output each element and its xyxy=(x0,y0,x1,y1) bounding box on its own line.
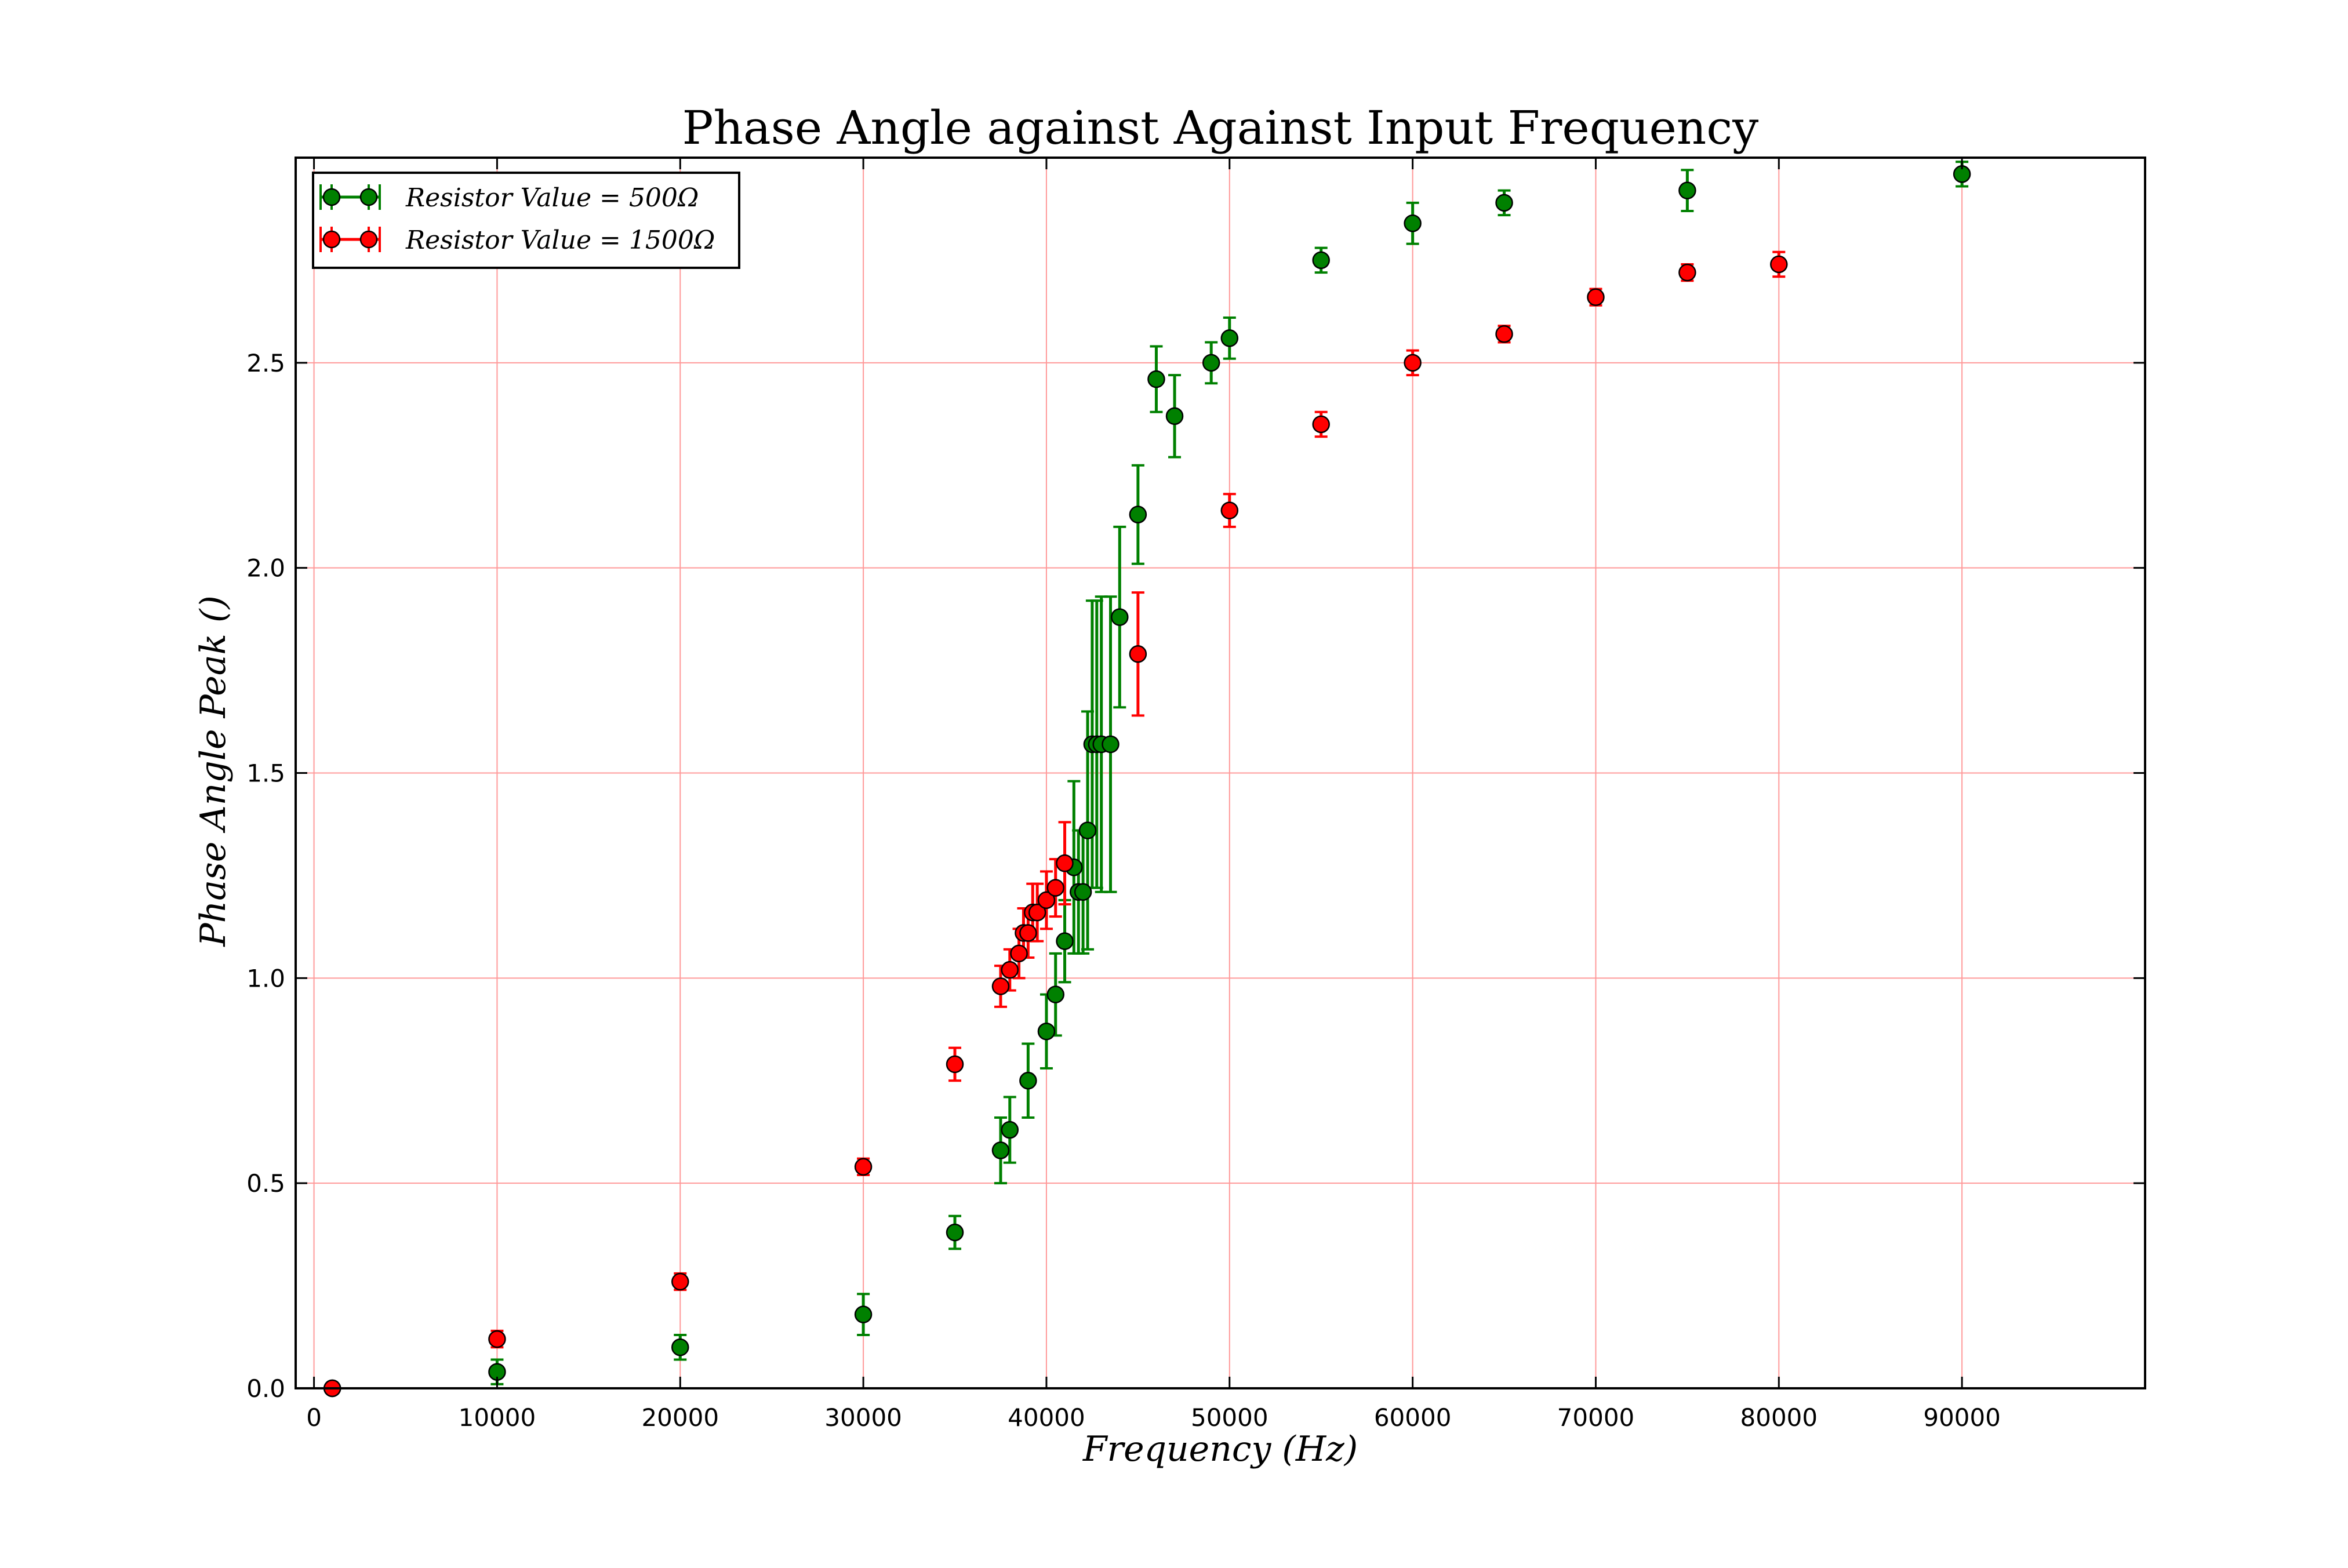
series-1500-point xyxy=(1312,415,1330,434)
series-1500-point xyxy=(1678,263,1696,282)
series-500-point xyxy=(946,1223,964,1242)
series-1500-point xyxy=(671,1272,689,1291)
legend-marker xyxy=(359,188,378,206)
series-1500-point xyxy=(488,1330,506,1348)
chart-title: Phase Angle against Against Input Freque… xyxy=(682,101,1759,155)
legend: Resistor Value = 500Ω Resistor Value = 15… xyxy=(312,172,740,269)
x-tick-label: 20000 xyxy=(641,1403,719,1432)
series-500-point xyxy=(1165,407,1184,425)
series-1500-point xyxy=(1010,944,1028,963)
series-1500-point xyxy=(1046,879,1064,897)
legend-box xyxy=(312,172,740,269)
series-1500-point xyxy=(1028,903,1046,922)
series-1500-point xyxy=(1495,325,1513,343)
x-tick-label: 50000 xyxy=(1191,1403,1268,1432)
series-500-point xyxy=(1056,932,1074,950)
series-1500-point xyxy=(1037,891,1056,909)
series-500-point xyxy=(1404,214,1422,232)
y-tick-label: 2.5 xyxy=(246,349,285,377)
series-1500-point xyxy=(1404,354,1422,372)
x-tick-label: 10000 xyxy=(459,1403,536,1432)
series-1500-point xyxy=(1056,854,1074,872)
series-500-point xyxy=(1312,251,1330,270)
series-500-point xyxy=(1220,329,1239,347)
series-500-point xyxy=(671,1338,689,1356)
series-1500-point xyxy=(991,977,1010,995)
legend-label: Resistor Value = 1500Ω xyxy=(405,225,715,255)
series-500-point xyxy=(1147,370,1165,388)
y-tick-label: 0.5 xyxy=(246,1169,285,1198)
series-500-point xyxy=(1111,608,1129,626)
series-500-point xyxy=(1046,985,1064,1003)
y-tick-label: 1.0 xyxy=(246,964,285,992)
x-tick-label: 0 xyxy=(306,1403,322,1432)
x-tick-label: 80000 xyxy=(1740,1403,1818,1432)
x-tick-label: 40000 xyxy=(1008,1403,1085,1432)
series-500-point xyxy=(1678,181,1696,199)
x-tick-label: 30000 xyxy=(824,1403,902,1432)
series-1500-point xyxy=(854,1158,873,1176)
series-1500-point xyxy=(1129,645,1147,663)
series-500-point xyxy=(991,1141,1010,1159)
x-axis-label: Frequency (Hz) xyxy=(1082,1429,1358,1469)
series-500-point xyxy=(1037,1023,1056,1041)
y-tick-label: 1.5 xyxy=(246,759,285,788)
series-500-point xyxy=(1202,354,1220,372)
tick-layer: 0 10000 20000 30000 40000 50000 60000 70000 8000… xyxy=(246,158,2145,1432)
series-500-point xyxy=(1129,505,1147,523)
series-500-point xyxy=(1078,821,1097,839)
y-tick-label: 2.0 xyxy=(246,554,285,583)
series-500-point xyxy=(1074,883,1092,901)
series-1500-point xyxy=(1019,924,1037,942)
series-1500-point xyxy=(1001,961,1019,979)
series-500-point xyxy=(1495,194,1513,212)
y-axis-label: Phase Angle Peak () xyxy=(193,595,234,947)
series-1500-point xyxy=(1220,501,1239,519)
grid-layer xyxy=(296,158,2145,1389)
legend-entry-500: Resistor Value = 500Ω xyxy=(319,183,699,213)
legend-marker xyxy=(359,230,378,249)
series-1500-point xyxy=(946,1055,964,1074)
series-500-point xyxy=(854,1305,873,1323)
legend-marker xyxy=(322,230,341,249)
series-500-point xyxy=(1019,1072,1037,1090)
x-tick-label: 70000 xyxy=(1557,1403,1635,1432)
x-tick-label: 60000 xyxy=(1374,1403,1452,1432)
point-layer xyxy=(323,165,1971,1398)
series-500-point xyxy=(1001,1120,1019,1139)
y-tick-label: 0.0 xyxy=(246,1374,285,1403)
legend-marker xyxy=(322,188,341,206)
legend-entry-1500: Resistor Value = 1500Ω xyxy=(319,225,715,255)
legend-label: Resistor Value = 500Ω xyxy=(405,183,699,213)
series-500-point xyxy=(1102,735,1120,754)
legend-entries: Resistor Value = 500Ω Resistor Value = 15… xyxy=(319,183,715,255)
series-1500-point xyxy=(1770,255,1788,274)
series-1500-point xyxy=(1587,288,1605,306)
x-tick-label: 90000 xyxy=(1923,1403,2001,1432)
